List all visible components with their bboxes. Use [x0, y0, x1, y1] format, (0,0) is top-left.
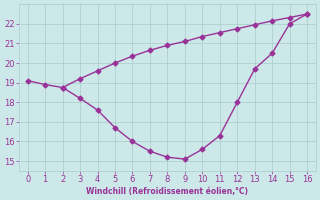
X-axis label: Windchill (Refroidissement éolien,°C): Windchill (Refroidissement éolien,°C) — [86, 187, 248, 196]
